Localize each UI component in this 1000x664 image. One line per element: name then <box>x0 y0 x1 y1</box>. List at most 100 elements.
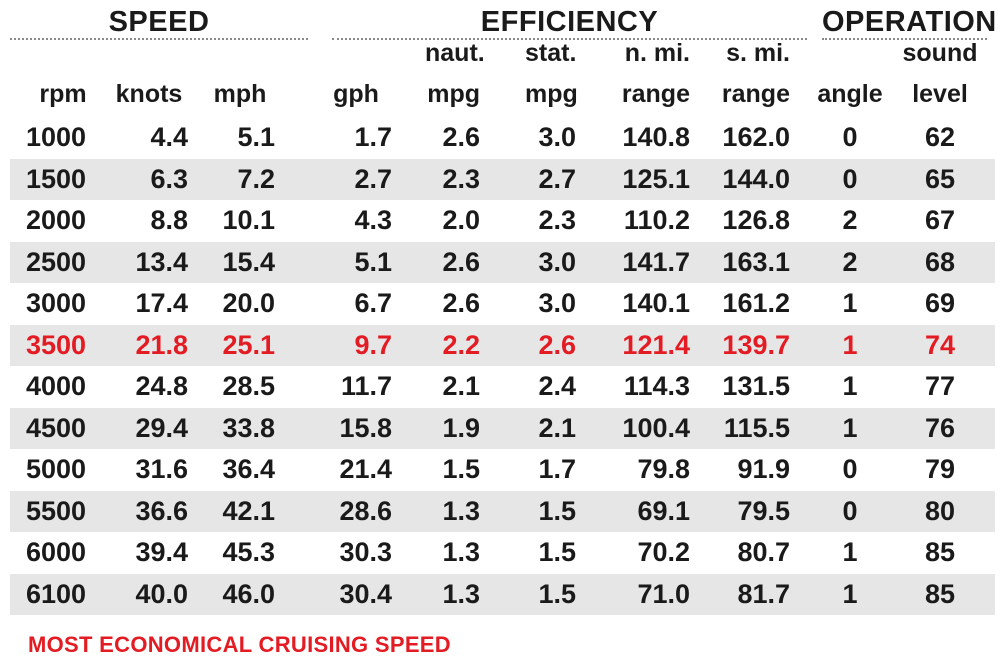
table-cell: 126.8 <box>722 205 790 235</box>
table-cell: 1.7 <box>538 454 576 484</box>
table-cell: 162.0 <box>722 122 790 152</box>
table-cell: 2.7 <box>354 163 392 194</box>
table-cell: 77 <box>924 371 956 401</box>
table-cell: 5500 <box>26 495 87 526</box>
table-cell: 4.3 <box>354 205 392 235</box>
table-cell: 91.9 <box>737 454 790 484</box>
table-cell: 1 <box>842 578 858 609</box>
table-cell: 5.1 <box>354 246 392 277</box>
table-cell: 1.7 <box>354 122 392 152</box>
table-cell: 74 <box>924 329 956 360</box>
table-cell: 3.0 <box>538 288 576 318</box>
table-cell: 1.3 <box>442 537 480 567</box>
table-cell: 80 <box>924 495 956 526</box>
table-cell: 62 <box>924 122 956 152</box>
table-cell: 6000 <box>26 537 87 567</box>
table-cell: 2 <box>842 205 858 235</box>
table-cell: 28.5 <box>222 371 275 401</box>
table-cell: 42.1 <box>222 495 275 526</box>
column-header-top: s. mi. <box>726 39 790 67</box>
table-cell: 76 <box>924 412 956 443</box>
table-cell: 17.4 <box>135 288 188 318</box>
table-row: 3500 21.8 25.1 9.7 2.2 2.6 121.4 139.7 1 74 <box>10 324 995 366</box>
table-cell: 65 <box>924 163 956 194</box>
table-cell: 1 <box>842 537 858 567</box>
table-cell: 2.6 <box>442 246 480 277</box>
table-cell: 6.3 <box>150 163 188 194</box>
table-cell: 1.5 <box>538 495 576 526</box>
column-header-bottom: mph <box>213 80 267 108</box>
table-cell: 6.7 <box>354 288 392 318</box>
table-cell: 10.1 <box>222 205 275 235</box>
table-cell: 11.7 <box>340 371 392 401</box>
column-header-bottom: range <box>621 80 690 108</box>
column-header-bottom: knots <box>115 80 183 108</box>
table-cell: 131.5 <box>722 371 790 401</box>
table-row: 2000 8.8 10.1 4.3 2.0 2.3 110.2 126.8 2 67 <box>10 200 995 242</box>
table-cell: 161.2 <box>722 288 790 318</box>
table-cell: 39.4 <box>135 537 188 567</box>
table-cell: 24.8 <box>135 371 188 401</box>
table-cell: 5.1 <box>237 122 275 152</box>
table-cell: 2.4 <box>538 371 576 401</box>
table-cell: 85 <box>924 537 956 567</box>
table-row: 5500 36.6 42.1 28.6 1.3 1.5 69.1 79.5 0 80 <box>10 490 995 532</box>
group-title-operation: OPERATION <box>822 6 997 40</box>
column-header-top: stat. <box>525 39 577 67</box>
table-cell: 71.0 <box>637 578 690 609</box>
table-cell: 163.1 <box>722 246 790 277</box>
table-cell: 1.9 <box>442 412 480 443</box>
table-cell: 25.1 <box>222 329 275 360</box>
table-row: 5000 31.6 36.4 21.4 1.5 1.7 79.8 91.9 0 79 <box>10 449 995 491</box>
table-cell: 79 <box>924 454 956 484</box>
table-cell: 4000 <box>26 371 87 401</box>
table-cell: 70.2 <box>637 537 690 567</box>
table-cell: 1.5 <box>442 454 480 484</box>
table-cell: 21.4 <box>339 454 392 484</box>
table-cell: 139.7 <box>722 329 790 360</box>
table-cell: 4500 <box>26 412 87 443</box>
table-row: 6000 39.4 45.3 30.3 1.3 1.5 70.2 80.7 1 85 <box>10 532 995 574</box>
table-cell: 115.5 <box>723 412 790 443</box>
table-cell: 0 <box>842 163 858 194</box>
table-cell: 1.3 <box>442 578 480 609</box>
table-cell: 13.4 <box>135 246 188 277</box>
table-row: 1000 4.4 5.1 1.7 2.6 3.0 140.8 162.0 0 62 <box>10 117 995 159</box>
table-row: 2500 13.4 15.4 5.1 2.6 3.0 141.7 163.1 2 68 <box>10 241 995 283</box>
table-cell: 36.4 <box>222 454 275 484</box>
table-cell: 2.1 <box>442 371 480 401</box>
table-row: 4500 29.4 33.8 15.8 1.9 2.1 100.4 115.5 1 76 <box>10 407 995 449</box>
table-cell: 69 <box>924 288 956 318</box>
table-cell: 5000 <box>26 454 87 484</box>
column-header-bottom: level <box>912 80 968 108</box>
table-cell: 85 <box>924 578 956 609</box>
table-cell: 3000 <box>26 288 87 318</box>
table-cell: 140.1 <box>622 288 690 318</box>
footnote: MOST ECONOMICAL CRUISING SPEED <box>28 632 451 657</box>
table-cell: 30.3 <box>339 537 392 567</box>
table-cell: 79.8 <box>637 454 690 484</box>
table-cell: 69.1 <box>637 495 690 526</box>
table-cell: 31.6 <box>135 454 188 484</box>
table-cell: 3.0 <box>538 246 576 277</box>
table-cell: 4.4 <box>150 122 188 152</box>
table-row: 3000 17.4 20.0 6.7 2.6 3.0 140.1 161.2 1 69 <box>10 283 995 325</box>
column-header-top: naut. <box>425 39 485 67</box>
table-cell: 2.3 <box>538 205 576 235</box>
table-cell: 2.6 <box>442 288 480 318</box>
table-row: 1500 6.3 7.2 2.7 2.3 2.7 125.1 144.0 0 65 <box>10 158 995 200</box>
table-cell: 30.4 <box>339 578 392 609</box>
column-header-bottom: mpg <box>525 80 578 108</box>
table-cell: 0 <box>842 122 858 152</box>
table-cell: 8.8 <box>150 205 188 235</box>
table-cell: 81.7 <box>737 578 790 609</box>
table-cell: 1.5 <box>538 578 576 609</box>
table-cell: 2.2 <box>442 329 480 360</box>
table-cell: 28.6 <box>339 495 392 526</box>
table-cell: 100.4 <box>622 412 690 443</box>
table-cell: 121.4 <box>622 329 690 360</box>
table-cell: 29.4 <box>135 412 188 443</box>
table-cell: 1000 <box>26 122 87 152</box>
column-header-bottom: mpg <box>427 80 480 108</box>
table-cell: 1.5 <box>538 537 576 567</box>
